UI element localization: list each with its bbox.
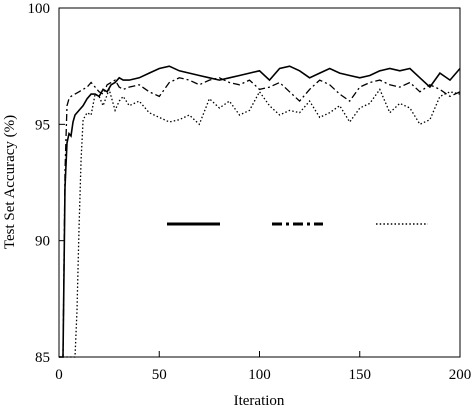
series-lines [59, 65, 461, 358]
series-line-dash-dot [59, 77, 461, 358]
x-axis-label: Iteration [234, 393, 285, 409]
x-tick-label: 200 [449, 367, 472, 383]
y-axis-label: Test Set Accuracy (%) [2, 115, 18, 249]
x-tick-label: 150 [349, 367, 372, 383]
y-tick-label: 85 [35, 350, 50, 366]
y-tick-label: 95 [35, 117, 50, 133]
axis-ticks: 0 50 100 150 200 85 90 95 100 [28, 1, 472, 383]
plot-area-frame [58, 7, 461, 358]
series-line-solid [59, 65, 461, 358]
y-tick-label: 100 [28, 1, 51, 17]
x-tick-label: 0 [55, 367, 63, 383]
x-tick-label: 100 [248, 367, 271, 383]
series-line-dotted [59, 87, 461, 358]
x-tick-label: 50 [152, 367, 167, 383]
y-tick-label: 90 [35, 234, 50, 250]
